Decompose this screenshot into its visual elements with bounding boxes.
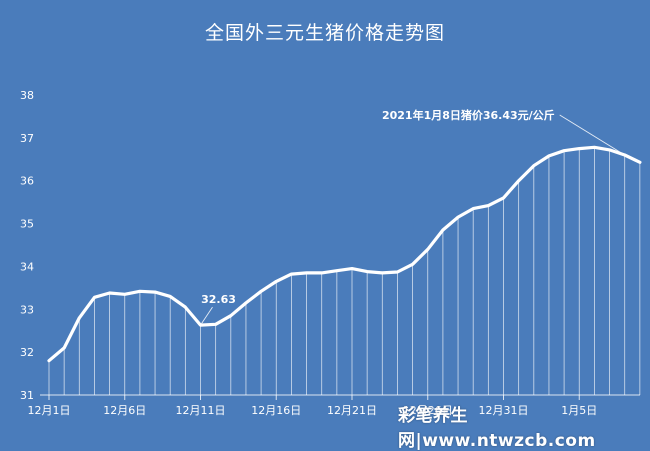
x-tick-label: 1月5日 <box>561 404 597 417</box>
price-line <box>47 145 642 363</box>
y-tick-label: 35 <box>20 218 34 231</box>
annotation-label: 32.63 <box>201 293 236 306</box>
x-axis: 12月1日 12月6日 12月11日 12月16日 12月21日 12月26日 12月31日… <box>28 394 640 417</box>
watermark: 彩笔养生网|www.ntwzcb.com <box>398 406 596 451</box>
x-tick-label: 12月21日 <box>327 404 377 417</box>
annotation-leader <box>200 306 213 326</box>
chart-title: 全国外三元生猪价格走势图 <box>204 22 445 44</box>
y-tick-label: 31 <box>20 389 34 402</box>
annotation-leader <box>559 114 625 156</box>
annotation-label: 2021年1月8日猪价36.43元/公斤 <box>382 108 555 122</box>
y-tick-label: 34 <box>20 260 34 273</box>
annotations: 32.63 2021年1月8日猪价36.43元/公斤 <box>200 108 625 326</box>
x-tick-label: 12月1日 <box>28 404 71 417</box>
x-tick-label: 12月16日 <box>251 404 301 417</box>
y-tick-label: 33 <box>20 303 34 316</box>
y-tick-label: 38 <box>20 89 34 102</box>
y-axis: 31 32 33 34 35 36 37 38 <box>20 89 34 402</box>
x-tick-label: 12月6日 <box>103 404 146 417</box>
y-tick-label: 36 <box>20 175 34 188</box>
y-tick-label: 37 <box>20 132 34 145</box>
x-tick-label: 12月26日 <box>403 404 453 417</box>
x-tick-label: 12月31日 <box>479 404 529 417</box>
x-tick-label: 12月11日 <box>176 404 226 417</box>
area-fill-lines <box>48 147 641 395</box>
y-tick-label: 32 <box>20 346 34 359</box>
